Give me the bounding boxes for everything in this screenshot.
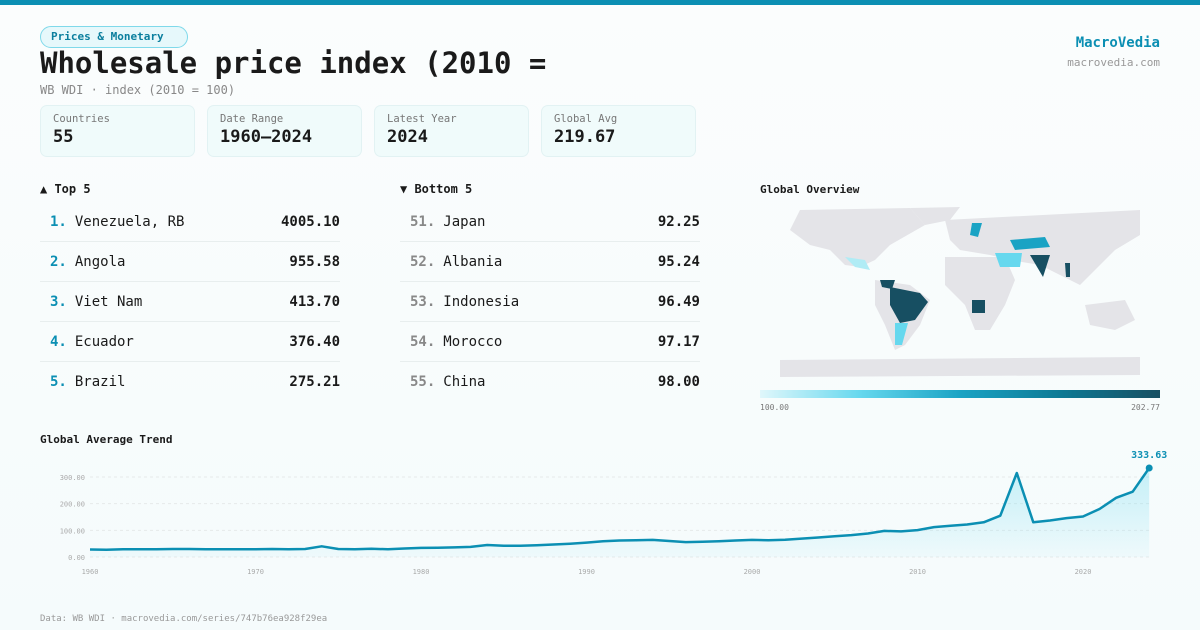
page-title: Wholesale price index (2010 = xyxy=(40,46,547,80)
rank: 2. xyxy=(50,253,67,270)
page-subtitle: WB WDI · index (2010 = 100) xyxy=(40,83,236,97)
stat-label: Countries xyxy=(53,113,110,125)
map-india[interactable] xyxy=(1030,255,1050,277)
map-north-america[interactable] xyxy=(790,208,925,267)
country-value: 95.24 xyxy=(657,253,700,270)
country-name: Angola xyxy=(74,253,126,270)
last-point-marker[interactable] xyxy=(1145,464,1153,472)
country-value: 4005.10 xyxy=(280,213,340,230)
country-value: 376.40 xyxy=(289,333,340,350)
world-map[interactable] xyxy=(760,205,1160,385)
footer-source: Data: WB WDI · macrovedia.com/series/747… xyxy=(40,614,328,624)
trend-area xyxy=(90,468,1150,557)
map-mexico[interactable] xyxy=(845,257,870,270)
list-item[interactable]: 54. Morocco 97.17 xyxy=(400,322,700,362)
y-tick-label: 0.00 xyxy=(68,554,85,562)
country-value: 92.25 xyxy=(657,213,700,230)
country-value: 413.70 xyxy=(289,293,340,310)
map-middle-east[interactable] xyxy=(995,253,1022,267)
map-africa[interactable] xyxy=(945,257,1015,330)
last-value-label: 333.63 xyxy=(1131,450,1167,461)
stat-label: Latest Year xyxy=(387,113,457,125)
x-tick-label: 2020 xyxy=(1075,568,1092,576)
stat-card-date-range: Date Range 1960–2024 xyxy=(207,105,362,157)
map-color-legend xyxy=(760,390,1160,398)
rank: 54. xyxy=(410,333,436,350)
country-name: China xyxy=(443,374,486,390)
legend-min: 100.00 xyxy=(760,403,789,412)
map-venezuela[interactable] xyxy=(880,280,895,289)
country-name: Japan xyxy=(443,213,486,230)
stat-label: Global Avg xyxy=(554,113,618,125)
bottom5-heading: ▼ Bottom 5 xyxy=(400,182,473,196)
map-antarctica[interactable] xyxy=(780,357,1140,377)
list-item[interactable]: 4. Ecuador 376.40 xyxy=(40,322,340,362)
brand-url[interactable]: macrovedia.com xyxy=(1067,56,1160,69)
country-value: 955.58 xyxy=(289,253,340,270)
list-item[interactable]: 3. Viet Nam 413.70 xyxy=(40,282,340,322)
list-item[interactable]: 5. Brazil 275.21 xyxy=(40,362,340,402)
y-tick-label: 300.00 xyxy=(60,474,85,482)
rank: 5. xyxy=(50,374,67,390)
stat-value: 1960–2024 xyxy=(220,127,313,147)
rank: 4. xyxy=(50,333,67,350)
x-tick-label: 1980 xyxy=(413,568,430,576)
list-item[interactable]: 51. Japan 92.25 xyxy=(400,202,700,242)
country-name: Ecuador xyxy=(74,333,134,350)
stat-value: 219.67 xyxy=(554,127,616,147)
map-australia[interactable] xyxy=(1085,300,1135,330)
country-name: Venezuela, RB xyxy=(74,213,185,230)
country-value: 96.49 xyxy=(657,293,700,310)
trend-chart: 0.00 100.00 200.00 300.00 1960 1970 1980 1990 20… xyxy=(60,450,1168,576)
stat-card-latest-year: Latest Year 2024 xyxy=(374,105,529,157)
category-badge: Prices & Monetary xyxy=(40,26,188,48)
list-item[interactable]: 52. Albania 95.24 xyxy=(400,242,700,282)
rank: 51. xyxy=(410,213,436,230)
stat-card-global-avg: Global Avg 219.67 xyxy=(541,105,696,157)
x-tick-label: 1960 xyxy=(82,568,99,576)
list-item[interactable]: 55. China 98.00 xyxy=(400,362,700,402)
x-tick-label: 1970 xyxy=(247,568,264,576)
trend-line xyxy=(89,467,1151,552)
list-item[interactable]: 53. Indonesia 96.49 xyxy=(400,282,700,322)
x-tick-label: 1990 xyxy=(578,568,595,576)
trend-chart-title: Global Average Trend xyxy=(40,433,173,446)
rank: 53. xyxy=(410,293,436,310)
rank: 1. xyxy=(50,213,67,230)
country-name: Morocco xyxy=(443,333,503,350)
list-item[interactable]: 1. Venezuela, RB 4005.10 xyxy=(40,202,340,242)
list-item[interactable]: 2. Angola 955.58 xyxy=(40,242,340,282)
stat-card-countries: Countries 55 xyxy=(40,105,195,157)
map-scandinavia[interactable] xyxy=(970,223,982,237)
brand-logo[interactable]: MacroVedia xyxy=(1075,35,1160,51)
bottom5-list: 51. Japan 92.25 52. Albania 95.24 53. Indonesia… xyxy=(400,202,700,402)
map-angola[interactable] xyxy=(972,300,985,313)
map-kazakhstan[interactable] xyxy=(1010,237,1050,250)
x-tick-label: 2000 xyxy=(744,568,761,576)
x-tick-label: 2010 xyxy=(909,568,926,576)
country-value: 97.17 xyxy=(657,333,700,350)
rank: 55. xyxy=(410,374,436,390)
stat-value: 2024 xyxy=(387,127,428,147)
map-argentina[interactable] xyxy=(895,323,908,345)
map-viet-nam[interactable] xyxy=(1065,263,1070,277)
rank: 52. xyxy=(410,253,436,270)
top-accent-bar xyxy=(0,0,1200,5)
y-tick-label: 100.00 xyxy=(60,527,85,535)
y-tick-label: 200.00 xyxy=(60,501,85,509)
country-name: Albania xyxy=(443,253,503,270)
map-heading: Global Overview xyxy=(760,183,860,196)
stat-value: 55 xyxy=(53,127,74,147)
country-name: Brazil xyxy=(74,374,126,390)
country-name: Viet Nam xyxy=(74,293,143,310)
rank: 3. xyxy=(50,293,67,310)
top5-list: 1. Venezuela, RB 4005.10 2. Angola 955.58 3. Vi… xyxy=(40,202,340,402)
country-name: Indonesia xyxy=(443,293,520,310)
stat-label: Date Range xyxy=(220,113,284,125)
country-value: 275.21 xyxy=(289,374,340,390)
top5-heading: ▲ Top 5 xyxy=(40,182,91,196)
map-brazil[interactable] xyxy=(890,287,928,323)
legend-max: 202.77 xyxy=(1131,403,1160,412)
country-value: 98.00 xyxy=(657,374,700,390)
